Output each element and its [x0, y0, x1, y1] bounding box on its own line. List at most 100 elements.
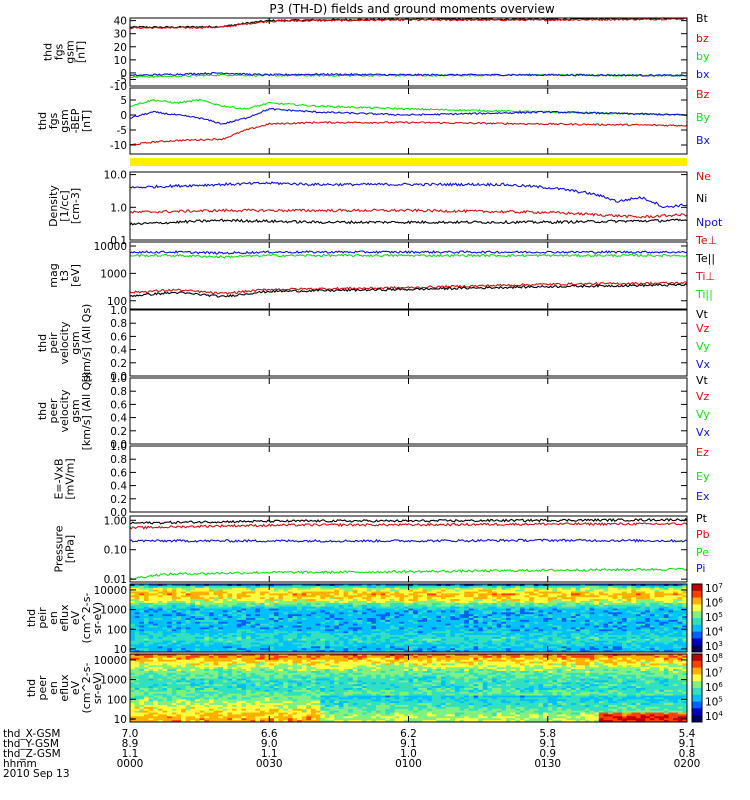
heatmap-cell: [297, 646, 303, 649]
heatmap-cell: [413, 612, 419, 615]
heatmap-cell: [399, 614, 405, 617]
heatmap-cell: [157, 638, 163, 642]
heatmap-cell: [677, 644, 683, 647]
heatmap-cell: [663, 601, 669, 604]
heatmap-cell: [143, 640, 149, 643]
heatmap-cell: [171, 650, 177, 653]
heatmap-cell: [338, 655, 344, 659]
heatmap-cell: [612, 631, 618, 634]
heatmap-cell: [315, 585, 321, 589]
heatmap-cell: [199, 644, 205, 647]
heatmap-cell: [389, 646, 395, 649]
heatmap-cell: [292, 587, 298, 591]
heatmap-cell: [427, 614, 433, 617]
heatmap-cell: [417, 644, 423, 647]
heatmap-cell: [482, 659, 488, 662]
heatmap-cell: [204, 621, 210, 625]
heatmap-cell: [422, 621, 428, 625]
heatmap-cell: [269, 614, 275, 617]
heatmap-cell: [468, 587, 474, 591]
heatmap-cell: [538, 597, 544, 600]
heatmap-cell: [338, 657, 344, 661]
heatmap-cell: [524, 618, 530, 621]
heatmap-cell: [157, 604, 163, 608]
heatmap-cell: [612, 584, 618, 587]
heatmap-cell: [413, 619, 419, 623]
heatmap-cell: [283, 616, 289, 619]
heatmap-cell: [668, 631, 674, 634]
heatmap-cell: [380, 604, 386, 608]
heatmap-cell: [505, 633, 512, 636]
heatmap-cell: [538, 618, 544, 621]
heatmap-cell: [445, 619, 451, 623]
heatmap-cell: [436, 644, 442, 647]
heatmap-cell: [450, 602, 456, 606]
heatmap-cell: [218, 601, 224, 604]
heatmap-cell: [241, 599, 247, 602]
heatmap-cell: [283, 654, 289, 657]
heatmap-cell: [371, 629, 377, 632]
heatmap-cell: [580, 642, 586, 645]
heatmap-cell: [292, 657, 298, 661]
heatmap-cell: [255, 593, 261, 596]
heatmap-cell: [385, 644, 391, 647]
heatmap-cell: [505, 608, 512, 611]
heatmap-cell: [343, 627, 349, 630]
heatmap-cell: [148, 597, 154, 600]
heatmap-cell: [171, 591, 177, 594]
heatmap-cell: [413, 635, 419, 638]
heatmap-cell: [608, 629, 614, 632]
heatmap-cell: [552, 657, 558, 661]
heatmap-cell: [357, 584, 363, 587]
heatmap-cell: [334, 599, 340, 602]
heatmap-cell: [157, 587, 163, 591]
heatmap-cell: [552, 625, 558, 628]
heatmap-cell: [408, 604, 414, 608]
heatmap-cell: [445, 606, 451, 609]
heatmap-cell: [487, 659, 493, 662]
heatmap-cell: [529, 627, 535, 630]
heatmap-cell: [422, 614, 428, 617]
heatmap-cell: [631, 636, 637, 640]
heatmap-cell: [422, 644, 428, 647]
heatmap-cell: [580, 646, 586, 649]
heatmap-cell: [677, 585, 683, 589]
heatmap-cell: [450, 648, 456, 651]
heatmap-cell: [547, 616, 553, 619]
heatmap-cell: [505, 593, 512, 596]
heatmap-cell: [139, 657, 145, 661]
heatmap-cell: [631, 608, 637, 611]
heatmap-cell: [181, 612, 187, 615]
heatmap-cell: [389, 638, 395, 642]
heatmap-cell: [264, 650, 270, 653]
heatmap-cell: [482, 629, 488, 632]
heatmap-cell: [454, 644, 460, 647]
heatmap-cell: [348, 627, 354, 630]
heatmap-cell: [255, 589, 261, 592]
heatmap-cell: [324, 614, 330, 617]
heatmap-cell: [218, 585, 224, 589]
heatmap-cell: [185, 584, 191, 587]
heatmap-cell: [278, 597, 284, 600]
heatmap-cell: [241, 625, 247, 628]
heatmap-cell: [213, 585, 219, 589]
heatmap-cell: [422, 606, 428, 609]
heatmap-cell: [232, 601, 238, 604]
heatmap-cell: [515, 612, 521, 615]
heatmap-cell: [236, 602, 242, 606]
heatmap-cell: [343, 635, 349, 638]
heatmap-cell: [413, 629, 419, 632]
heatmap-cell: [213, 599, 219, 602]
heatmap-cell: [204, 648, 210, 651]
heatmap-cell: [422, 640, 428, 643]
heatmap-cell: [389, 655, 395, 659]
heatmap-cell: [250, 587, 256, 591]
heatmap-cell: [440, 612, 447, 615]
heatmap-cell: [645, 585, 651, 589]
heatmap-cell: [603, 608, 609, 611]
heatmap-cell: [348, 616, 354, 619]
heatmap-cell: [301, 654, 307, 657]
heatmap-cell: [417, 659, 423, 662]
heatmap-cell: [598, 601, 604, 604]
